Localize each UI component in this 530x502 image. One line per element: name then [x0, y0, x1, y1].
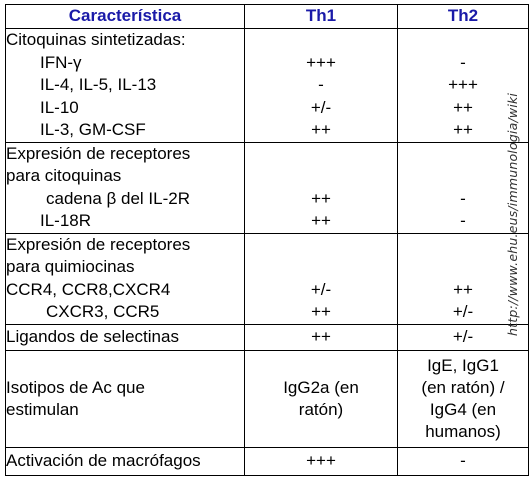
- th2-value: [398, 29, 528, 52]
- section-chemokine-receptors-th1: +/- ++: [244, 232, 398, 325]
- row-label: IL-4, IL-5, IL-13: [40, 75, 157, 94]
- isotypes-th2: IgE, IgG1 (en ratón) / IgG4 (en humanos): [397, 349, 529, 448]
- th1-value: [245, 165, 397, 188]
- section-cytokine-receptors-row: Expresión de receptores para citoquinas ca…: [5, 141, 529, 234]
- row-label: Expresión de receptores: [6, 143, 191, 163]
- section-cytokine-receptors-th1: ++ ++: [244, 141, 398, 234]
- selectin-ligands-label: Ligandos de selectinas: [5, 323, 245, 351]
- macrophage-activation-th2: -: [397, 446, 529, 476]
- th1-value: +++: [306, 52, 336, 72]
- th1-value: +/-: [310, 97, 332, 117]
- isotypes-row: Isotipos de Ac que estimulan IgG2a (en r…: [5, 349, 529, 448]
- section-cytokine-receptors-labels: Expresión de receptores para citoquinas ca…: [5, 141, 245, 234]
- th1-value: +/-: [310, 279, 332, 299]
- th2-value: -: [460, 52, 466, 72]
- isotypes-th1-line-1: IgG2a (en: [283, 377, 359, 397]
- row-label: para citoquinas: [6, 166, 122, 185]
- th1-value: [245, 29, 397, 52]
- isotypes-label-line-2: estimulan: [6, 399, 79, 419]
- section-cytokines-th1: +++ - +/- ++: [244, 28, 398, 143]
- th2-value: ++: [453, 279, 473, 299]
- row-label: Citoquinas sintetizadas:: [6, 30, 186, 49]
- isotypes-th1-line-2: ratón): [298, 399, 344, 419]
- row-label: CCR4, CCR8,CXCR4: [6, 279, 171, 299]
- row-label: CXCR3, CCR5: [46, 302, 160, 321]
- row-label: Expresión de receptores: [6, 234, 191, 254]
- isotypes-th1: IgG2a (en ratón): [244, 349, 398, 448]
- isotypes-th2-line-4: humanos): [425, 421, 501, 441]
- section-cytokines-row: Citoquinas sintetizadas: IFN-γ IL-4, IL-5,…: [5, 28, 529, 143]
- selectin-ligands-th1: ++: [244, 323, 398, 351]
- th2-value: ++: [453, 97, 473, 117]
- isotypes-th2-line-2: (en ratón) /: [421, 377, 505, 397]
- row-label: IL-18R: [40, 211, 92, 230]
- isotypes-label-line-1: Isotipos de Ac que: [6, 377, 145, 397]
- isotypes-label: Isotipos de Ac que estimulan: [5, 349, 245, 448]
- th1-value: ++: [311, 120, 331, 139]
- th1-value: ++: [311, 188, 331, 208]
- isotypes-th2-line-3: IgG4 (en: [429, 399, 497, 419]
- macrophage-activation-row: Activación de macrófagos +++ -: [5, 446, 529, 476]
- th1-value: [245, 234, 397, 257]
- header-th2: Th2: [397, 4, 529, 29]
- isotypes-th2-line-1: IgE, IgG1: [427, 355, 499, 375]
- header-feature: Característica: [5, 4, 245, 29]
- row-label: IL-3, GM-CSF: [40, 120, 146, 139]
- th1-value: [245, 256, 397, 279]
- macrophage-activation-label: Activación de macrófagos: [5, 446, 245, 476]
- th1-value: ++: [311, 211, 331, 230]
- section-chemokine-receptors-labels: Expresión de receptores para quimiocinas C…: [5, 232, 245, 325]
- source-url-watermark: http://www.ehu.eus/immunologia/wiki: [505, 92, 520, 336]
- th1-th2-comparison-table: Característica Th1 Th2 Citoquinas sintet…: [5, 4, 529, 476]
- section-chemokine-receptors-row: Expresión de receptores para quimiocinas C…: [5, 232, 529, 325]
- macrophage-activation-th1: +++: [244, 446, 398, 476]
- section-cytokine-receptors-th2: --: [397, 141, 529, 234]
- th2-value: +++: [448, 75, 478, 94]
- header-row: Característica Th1 Th2: [5, 4, 529, 29]
- th1-value: -: [318, 75, 324, 94]
- row-label: IL-10: [40, 97, 79, 117]
- th2-value: +/-: [452, 302, 474, 321]
- th2-value: ++: [453, 120, 473, 139]
- section-chemokine-receptors-th2: ++ +/-: [397, 232, 529, 325]
- th2-value: -: [460, 188, 466, 208]
- section-cytokines-labels: Citoquinas sintetizadas: IFN-γ IL-4, IL-5,…: [5, 28, 245, 143]
- row-label: IFN-γ: [40, 52, 82, 72]
- th1-value: [245, 143, 397, 166]
- th1-value: ++: [311, 302, 331, 321]
- th2-value: -: [460, 211, 466, 230]
- row-label: para quimiocinas: [6, 257, 135, 276]
- section-cytokines-th2: - +++ ++ ++: [397, 28, 529, 143]
- row-label: cadena β del IL-2R: [46, 188, 190, 208]
- selectin-ligands-row: Ligandos de selectinas ++ +/-: [5, 323, 529, 351]
- header-th1: Th1: [244, 4, 398, 29]
